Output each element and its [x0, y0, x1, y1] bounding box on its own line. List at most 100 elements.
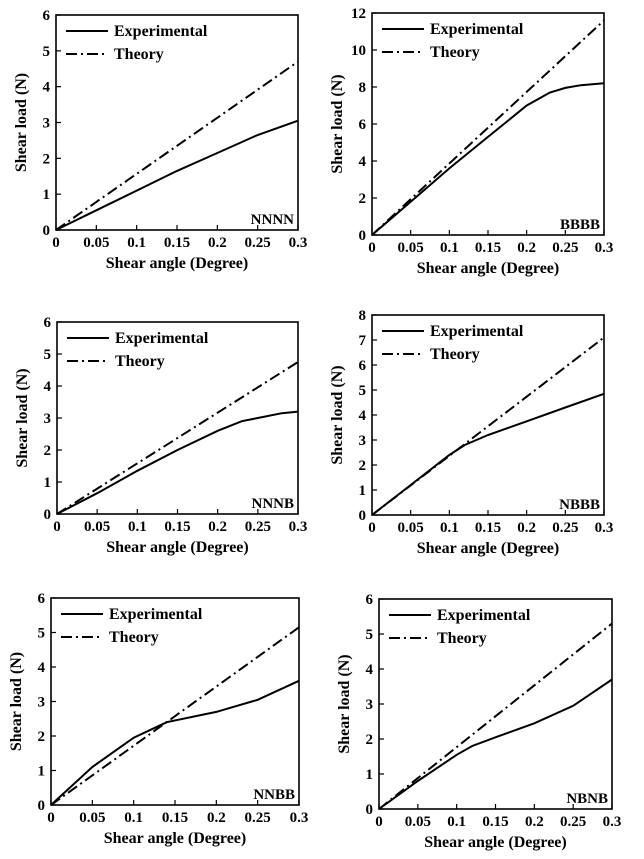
x-tick-label: 0.1	[440, 240, 459, 256]
panel-label: NNNN	[251, 212, 294, 228]
chart-panel-nbnb: 0 0.05 0.1 0.15 0.2 0.25 0.3 0 1 2 3 4 5 6 Shear angle…	[336, 592, 621, 851]
plot-frame	[55, 14, 299, 231]
panel-label: NBBB	[559, 497, 600, 513]
y-tick-label: 0	[38, 798, 46, 814]
y-tick-label: 8	[359, 80, 367, 96]
x-axis-label: Shear angle (Degree)	[424, 834, 566, 851]
y-tick-label: 7	[359, 333, 367, 349]
y-tick-label: 2	[38, 729, 46, 745]
series-line-theory	[378, 622, 613, 810]
x-tick-label: 0.3	[290, 810, 309, 826]
y-tick-label: 6	[38, 591, 46, 607]
chart-panel-nnnb: 0 0.05 0.1 0.15 0.2 0.25 0.3 0 1 2 3 4 5 6 Shear angle…	[14, 315, 307, 556]
y-tick-label: 0	[44, 507, 52, 523]
series-line-theory	[56, 361, 299, 515]
y-tick-label: 0	[359, 508, 367, 524]
y-tick-label: 0	[359, 228, 367, 244]
y-tick-label: 2	[359, 191, 367, 207]
y-tick-label: 5	[44, 347, 52, 363]
x-tick-label: 0.25	[552, 240, 578, 256]
panel-label: NBNB	[566, 791, 608, 807]
series-line-experimental	[55, 119, 299, 231]
x-tick-label: 0.2	[517, 520, 536, 536]
y-axis-label: Shear load (N)	[8, 652, 25, 751]
y-tick-label: 4	[359, 408, 367, 424]
x-tick-label: 0.05	[398, 520, 424, 536]
y-tick-label: 3	[43, 116, 51, 132]
series-line-experimental	[371, 82, 605, 236]
y-tick-label: 6	[359, 358, 367, 374]
y-tick-label: 6	[366, 592, 374, 608]
y-tick-label: 3	[44, 411, 52, 427]
series-line-theory	[371, 336, 605, 516]
legend-entry: Experimental	[115, 330, 209, 347]
y-axis-label: Shear load (N)	[329, 365, 346, 464]
chart-panel-bbbb: 0 0.05 0.1 0.15 0.2 0.25 0.3 0 2 4 6 8 10 12 Shear ang…	[329, 6, 613, 277]
y-tick-label: 1	[359, 483, 367, 499]
y-tick-label: 2	[359, 458, 367, 474]
x-tick-label: 0.15	[475, 520, 501, 536]
x-tick-label: 0	[53, 519, 61, 535]
x-tick-label: 0	[368, 520, 376, 536]
x-tick-label: 0	[47, 810, 55, 826]
y-tick-label: 4	[44, 379, 52, 395]
legend-entry: Theory	[109, 629, 159, 646]
x-tick-label: 0.3	[289, 519, 308, 535]
x-tick-label: 0.25	[552, 520, 578, 536]
x-tick-label: 0	[52, 235, 60, 251]
x-tick-label: 0.2	[208, 519, 227, 535]
legend-entry: Experimental	[430, 323, 524, 340]
y-tick-label: 1	[44, 475, 52, 491]
y-tick-label: 4	[366, 662, 374, 678]
x-axis-label: Shear angle (Degree)	[417, 260, 559, 277]
x-tick-label: 0.3	[289, 235, 308, 251]
y-tick-label: 2	[366, 732, 374, 748]
x-tick-label: 0.3	[595, 520, 614, 536]
x-tick-label: 0.15	[164, 235, 190, 251]
series-line-theory	[371, 19, 605, 236]
y-axis-label: Shear load (N)	[336, 654, 353, 753]
x-tick-label: 0.05	[83, 235, 109, 251]
plot-frame	[50, 597, 300, 806]
legend-entry: Theory	[114, 46, 164, 63]
chart-panel-nbbb: 0 0.05 0.1 0.15 0.2 0.25 0.3 0 1 2 3 4 5 6 7 8 Shear ang…	[329, 308, 613, 557]
legend-entry: Theory	[437, 630, 487, 647]
x-axis-label: Shear angle (Degree)	[417, 540, 559, 557]
panel-label: BBBB	[560, 217, 600, 233]
y-tick-label: 2	[44, 443, 52, 459]
x-tick-label: 0.15	[482, 814, 508, 830]
x-tick-label: 0.1	[127, 235, 146, 251]
x-tick-label: 0.25	[245, 519, 271, 535]
legend-entry: Experimental	[109, 606, 203, 623]
x-tick-label: 0.25	[245, 235, 271, 251]
x-axis-label: Shear angle (Degree)	[104, 830, 246, 847]
panel-label: NNNB	[251, 496, 294, 512]
x-tick-label: 0	[375, 814, 383, 830]
y-tick-label: 4	[359, 154, 367, 170]
x-tick-label: 0.2	[207, 810, 226, 826]
x-tick-label: 0.3	[603, 814, 622, 830]
x-tick-label: 0.05	[79, 810, 105, 826]
x-tick-label: 0.1	[124, 810, 143, 826]
series-line-theory	[50, 626, 300, 806]
y-tick-label: 3	[38, 695, 46, 711]
y-tick-label: 1	[366, 767, 374, 783]
x-axis-label: Shear angle (Degree)	[106, 255, 248, 272]
y-tick-label: 1	[43, 187, 51, 203]
y-tick-label: 1	[38, 764, 46, 780]
x-tick-label: 0.2	[517, 240, 536, 256]
legend-entry: Theory	[115, 353, 165, 370]
x-tick-label: 0.05	[398, 240, 424, 256]
plot-frame	[371, 314, 605, 516]
chart-panel-nnbb: 0 0.05 0.1 0.15 0.2 0.25 0.3 0 1 2 3 4 5 6 Shear angle…	[8, 591, 308, 847]
x-tick-label: 0.25	[560, 814, 586, 830]
y-axis-label: Shear load (N)	[13, 73, 30, 172]
y-tick-label: 6	[43, 8, 51, 24]
y-tick-label: 12	[351, 6, 366, 22]
y-tick-label: 5	[359, 383, 367, 399]
x-tick-label: 0.15	[475, 240, 501, 256]
x-tick-label: 0.2	[525, 814, 544, 830]
chart-panel-nnnn: 0 0.05 0.1 0.15 0.2 0.25 0.3 0 1 2 3 4 5 6 Shear angle…	[13, 8, 307, 272]
y-tick-label: 5	[38, 626, 46, 642]
x-tick-label: 0.1	[128, 519, 147, 535]
